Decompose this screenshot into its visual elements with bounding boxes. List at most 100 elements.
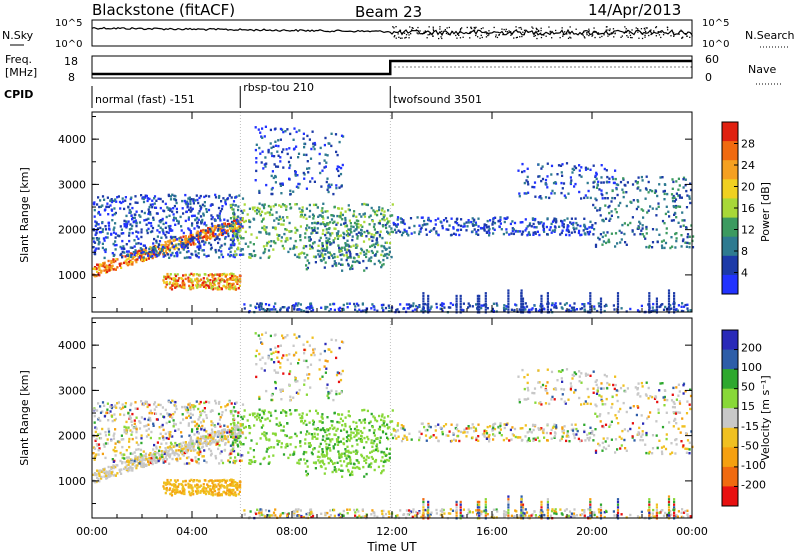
range-gate-cell [655, 297, 658, 300]
range-gate-cell [210, 214, 213, 217]
range-gate-cell [617, 216, 620, 219]
nsearch-point [646, 27, 648, 29]
range-gate-cell [168, 229, 171, 232]
range-gate-cell [667, 292, 671, 295]
range-gate-cell [128, 208, 131, 212]
range-gate-cell [172, 245, 176, 248]
range-gate-cell [109, 268, 112, 271]
range-gate-cell [304, 232, 307, 235]
range-gate-cell [311, 308, 315, 312]
range-gate-cell [144, 194, 147, 197]
range-gate-cell [165, 221, 168, 225]
range-gate-cell [543, 230, 546, 233]
nsky-line [91, 26, 693, 37]
range-gate-cell [331, 420, 334, 423]
range-gate-cell [141, 251, 144, 254]
range-gate-cell [636, 309, 640, 312]
nsearch-point [567, 37, 570, 39]
range-gate-cell [459, 300, 462, 303]
range-gate-cell [147, 427, 150, 431]
range-gate-cell [103, 198, 106, 201]
range-gate-cell [218, 480, 221, 484]
range-gate-cell [108, 469, 111, 473]
range-gate-cell [340, 258, 343, 261]
range-gate-cell [166, 240, 169, 243]
range-gate-cell [95, 274, 98, 278]
nsearch-point [569, 36, 571, 38]
nsearch-point [510, 34, 512, 36]
range-gate-cell [348, 249, 351, 252]
range-gate-cell [220, 207, 224, 211]
range-gate-cell [565, 309, 568, 313]
range-gate-cell [616, 303, 620, 306]
range-gate-cell [149, 461, 152, 465]
range-gate-cell [311, 229, 314, 232]
range-gate-cell [210, 423, 213, 427]
range-gate-cell [233, 213, 236, 216]
range-gate-cell [288, 230, 291, 233]
range-gate-cell [665, 231, 668, 235]
range-gate-cell [168, 242, 171, 245]
nsearch-point [535, 27, 537, 29]
range-gate-cell [167, 231, 170, 234]
range-gate-cell [235, 221, 238, 225]
range-gate-cell [289, 132, 292, 136]
range-gate-cell [161, 423, 164, 427]
range-gate-cell [163, 487, 166, 490]
range-gate-cell [230, 272, 233, 276]
range-gate-cell [546, 162, 549, 165]
range-gate-cell [213, 228, 216, 231]
range-gate-cell [492, 220, 495, 223]
range-gate-cell [533, 181, 537, 184]
range-gate-cell [101, 228, 104, 231]
range-gate-cell [140, 437, 143, 440]
range-gate-cell [263, 206, 266, 210]
range-gate-cell [182, 231, 185, 235]
nsearch-point [568, 32, 570, 34]
range-gate-cell [123, 222, 126, 226]
range-gate-cell [101, 242, 104, 245]
range-gate-cell [218, 256, 221, 259]
range-gate-cell [174, 423, 177, 426]
range-gate-cell [507, 289, 510, 292]
range-gate-cell [142, 197, 145, 201]
range-gate-cell [525, 305, 529, 308]
range-gate-cell [272, 308, 275, 311]
range-gate-cell [186, 443, 189, 446]
range-gate-cell [127, 466, 131, 470]
range-gate-cell [94, 220, 97, 223]
range-gate-cell [169, 483, 172, 486]
range-gate-cell [598, 208, 601, 212]
range-gate-cell [586, 196, 589, 199]
range-gate-cell [302, 309, 306, 313]
range-gate-cell [113, 244, 116, 247]
range-gate-cell [328, 256, 331, 260]
nsearch-point [412, 27, 414, 29]
range-gate-cell [274, 302, 277, 305]
range-gate-cell [562, 182, 566, 185]
range-gate-cell [673, 305, 676, 309]
range-gate-cell [189, 206, 192, 209]
range-gate-cell [234, 219, 237, 222]
range-gate-cell [615, 187, 618, 191]
range-gate-cell [151, 230, 154, 233]
range-gate-cell [521, 221, 524, 224]
range-gate-cell [234, 229, 238, 233]
range-gate-cell [611, 175, 614, 179]
range-gate-cell [210, 217, 213, 221]
nsearch-point [511, 32, 513, 34]
range-gate-cell [324, 305, 327, 309]
range-gate-cell [667, 294, 671, 298]
range-gate-cell [471, 305, 474, 308]
range-gate-cell [94, 233, 97, 236]
range-gate-cell [104, 250, 107, 254]
range-gate-cell [231, 203, 234, 206]
range-gate-cell [324, 224, 327, 228]
range-gate-cell [334, 227, 337, 231]
range-gate-cell [596, 209, 599, 212]
nsearch-point [537, 30, 539, 33]
range-gate-cell [214, 483, 217, 487]
range-gate-cell [191, 445, 194, 448]
range-gate-cell [132, 251, 135, 254]
range-gate-cell [356, 302, 359, 305]
